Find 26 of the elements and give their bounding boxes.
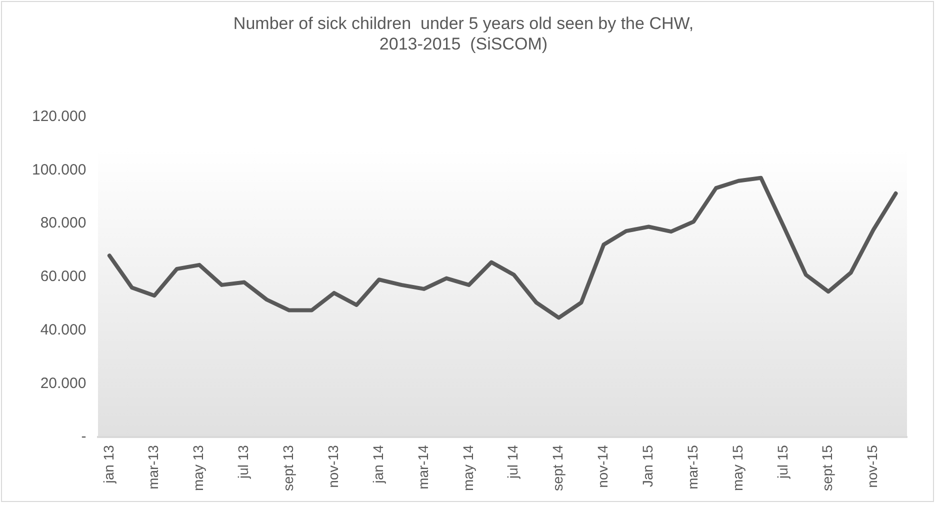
x-tick-label: jul 13 — [235, 444, 252, 480]
x-tick-label: sept 15 — [819, 444, 836, 492]
x-tick-label: mar-14 — [414, 444, 431, 490]
x-tick-label: nov-13 — [324, 444, 341, 488]
x-tick-label: jul 14 — [504, 444, 521, 480]
x-tick-label: jan 13 — [100, 444, 116, 484]
x-tick-label: mar-13 — [145, 444, 162, 490]
y-tick-label: 20.000 — [40, 374, 86, 392]
x-tick-label: nov-15 — [864, 444, 880, 488]
x-tick-label: may 15 — [729, 444, 746, 491]
y-tick-label: 60.000 — [40, 268, 86, 286]
chart-title: Number of sick children under 5 years old seen by the CHW, 2013-2015 (SiSCOM) — [233, 14, 694, 54]
x-tick-label: sept 13 — [280, 444, 296, 492]
y-tick-label: 80.000 — [40, 214, 86, 232]
x-tick-label: nov-14 — [594, 444, 611, 488]
x-tick-label: jan 14 — [370, 444, 386, 484]
x-tick-label: jul 15 — [774, 444, 790, 480]
x-tick-label: sept 14 — [550, 444, 566, 492]
x-tick-label: mar-15 — [684, 444, 700, 490]
y-tick-label: 120.000 — [32, 108, 86, 125]
y-tick-label: - — [81, 428, 86, 446]
x-tick-label: may 14 — [460, 444, 476, 491]
y-tick-label: 100.000 — [32, 161, 86, 178]
y-tick-label: 40.000 — [40, 321, 86, 338]
x-tick-label: Jan 15 — [640, 444, 656, 488]
x-tick-label: may 13 — [190, 444, 206, 491]
